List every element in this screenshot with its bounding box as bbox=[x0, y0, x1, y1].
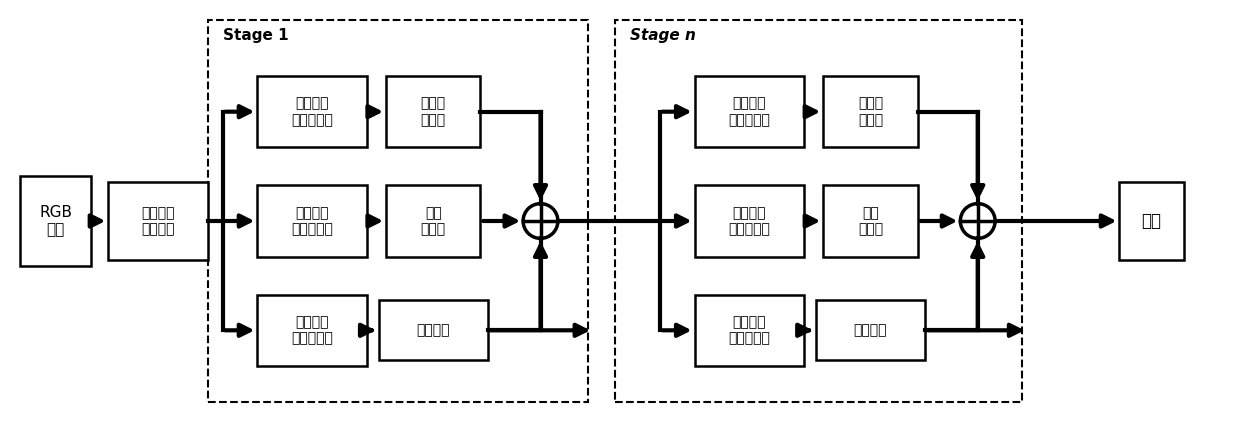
Bar bbox=[386, 76, 480, 147]
Bar bbox=[378, 300, 487, 360]
Text: 卷积神经
网络分支二: 卷积神经 网络分支二 bbox=[728, 206, 770, 236]
Bar bbox=[694, 295, 804, 366]
Text: Stage 1: Stage 1 bbox=[222, 28, 288, 43]
Text: 卷积神经
网络分支一: 卷积神经 网络分支一 bbox=[728, 97, 770, 127]
Text: 卷积神经
网络分支一: 卷积神经 网络分支一 bbox=[291, 97, 332, 127]
Text: Stage n: Stage n bbox=[630, 28, 696, 43]
Text: 骨骼点
特征图: 骨骼点 特征图 bbox=[858, 97, 883, 127]
Bar bbox=[257, 185, 367, 257]
Bar bbox=[20, 176, 92, 266]
Text: 原始图像: 原始图像 bbox=[417, 323, 450, 337]
Bar bbox=[615, 20, 1023, 402]
Text: RGB
图像: RGB 图像 bbox=[40, 205, 72, 237]
Text: 卷积神经
网络分支三: 卷积神经 网络分支三 bbox=[728, 315, 770, 345]
Text: 骨骼点
特征图: 骨骼点 特征图 bbox=[420, 97, 445, 127]
Text: 骨架
特征图: 骨架 特征图 bbox=[858, 206, 883, 236]
Bar bbox=[207, 20, 588, 402]
Bar bbox=[1120, 182, 1184, 260]
Bar bbox=[108, 182, 207, 260]
Bar bbox=[823, 76, 918, 147]
Bar bbox=[694, 76, 804, 147]
Bar bbox=[823, 185, 918, 257]
Circle shape bbox=[523, 204, 558, 239]
Text: 输出: 输出 bbox=[1142, 212, 1162, 230]
Bar bbox=[257, 295, 367, 366]
Text: 骨架
特征图: 骨架 特征图 bbox=[420, 206, 445, 236]
Bar bbox=[386, 185, 480, 257]
Text: 卷积神经
网络分支三: 卷积神经 网络分支三 bbox=[291, 315, 332, 345]
Bar bbox=[694, 185, 804, 257]
Bar bbox=[257, 76, 367, 147]
Text: 原始图像: 原始图像 bbox=[853, 323, 887, 337]
Text: 深度卷积
神经网络: 深度卷积 神经网络 bbox=[141, 206, 175, 236]
Bar bbox=[816, 300, 925, 360]
Text: 卷积神经
网络分支二: 卷积神经 网络分支二 bbox=[291, 206, 332, 236]
Circle shape bbox=[960, 204, 996, 239]
